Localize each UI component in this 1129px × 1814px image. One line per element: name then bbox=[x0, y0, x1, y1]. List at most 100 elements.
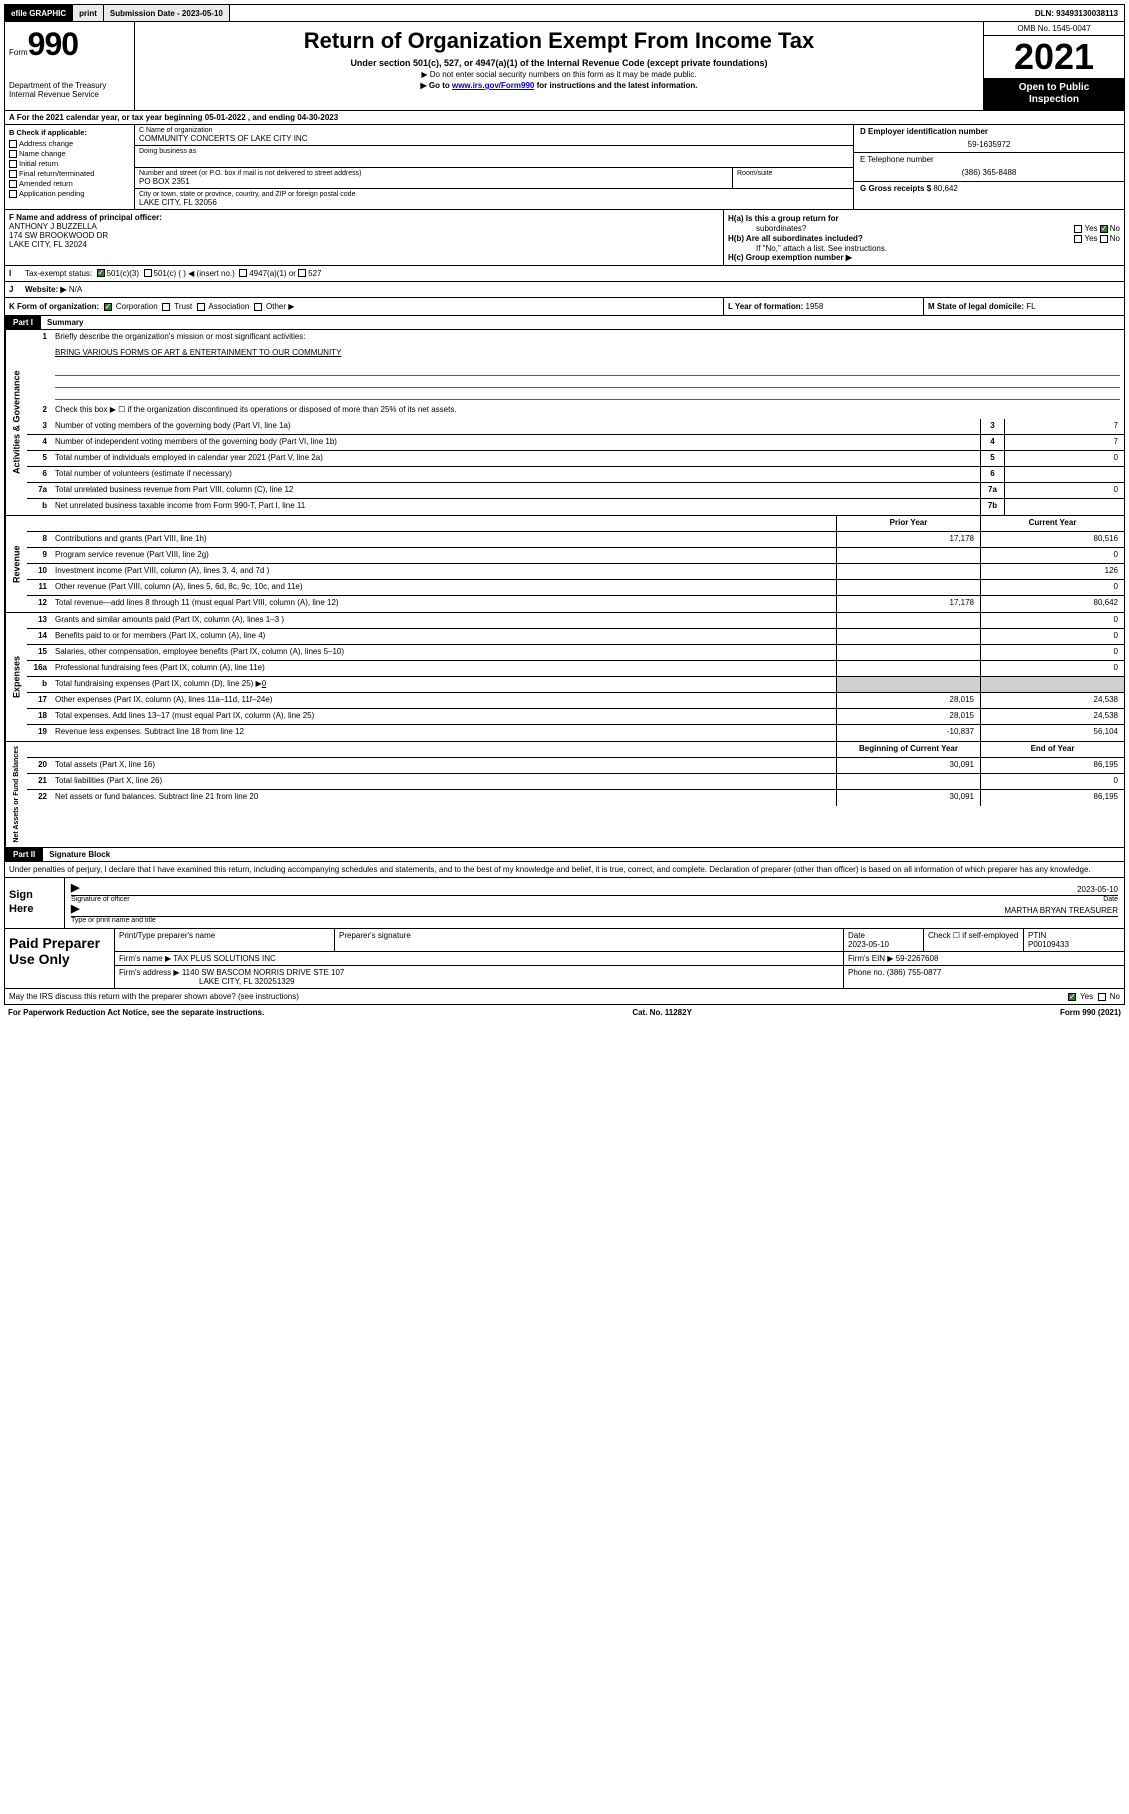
hdr-end: End of Year bbox=[980, 742, 1124, 757]
vtab-net-assets: Net Assets or Fund Balances bbox=[5, 742, 27, 847]
note-ssn: ▶ Do not enter social security numbers o… bbox=[143, 70, 975, 79]
col-m-state: M State of legal domicile: FL bbox=[924, 298, 1124, 315]
chk-527[interactable] bbox=[298, 269, 306, 277]
print-label: print bbox=[79, 9, 97, 18]
vtab-expenses: Expenses bbox=[5, 613, 27, 741]
col-l-year: L Year of formation: 1958 bbox=[724, 298, 924, 315]
line7b-value bbox=[1004, 499, 1124, 515]
vtab-ag: Activities & Governance bbox=[5, 330, 27, 515]
phone-cell: E Telephone number (386) 365-8488 bbox=[854, 153, 1124, 181]
col-f-officer: F Name and address of principal officer:… bbox=[5, 210, 724, 265]
hdr-current-year: Current Year bbox=[980, 516, 1124, 531]
dba-label: Doing business as bbox=[139, 148, 849, 155]
col-h-group: H(a) Is this a group return for subordin… bbox=[724, 210, 1124, 265]
signature-perjury-text: Under penalties of perjury, I declare th… bbox=[4, 862, 1125, 878]
top-toolbar: efile GRAPHIC print Submission Date - 20… bbox=[4, 4, 1125, 22]
paid-preparer-block: Paid Preparer Use Only Print/Type prepar… bbox=[4, 929, 1125, 989]
irs-link[interactable]: www.irs.gov/Form990 bbox=[452, 81, 534, 90]
street-cell: Number and street (or P.O. box if mail i… bbox=[135, 168, 733, 189]
mission-text: BRING VARIOUS FORMS OF ART & ENTERTAINME… bbox=[51, 346, 1124, 362]
col-k-form-org: K Form of organization: Corporation Trus… bbox=[5, 298, 724, 315]
line7a-value: 0 bbox=[1004, 483, 1124, 498]
chk-other[interactable] bbox=[254, 303, 262, 311]
row-i-tax-exempt: I Tax-exempt status: 501(c)(3) 501(c) ( … bbox=[4, 266, 1125, 282]
omb-number: OMB No. 1545-0047 bbox=[984, 22, 1124, 36]
row-f-h: F Name and address of principal officer:… bbox=[4, 210, 1125, 266]
col-b-header: B Check if applicable: bbox=[9, 128, 130, 137]
chk-trust[interactable] bbox=[162, 303, 170, 311]
chk-corporation[interactable] bbox=[104, 303, 112, 311]
sec-activities-governance: Activities & Governance 1Briefly describ… bbox=[4, 330, 1125, 516]
hdr-beginning: Beginning of Current Year bbox=[836, 742, 980, 757]
chk-amended-return[interactable]: Amended return bbox=[9, 179, 130, 188]
row-j-website: J Website: ▶ N/A bbox=[4, 282, 1125, 298]
efile-label: efile GRAPHIC bbox=[11, 9, 66, 18]
sec-revenue: Revenue Prior YearCurrent Year 8Contribu… bbox=[4, 516, 1125, 613]
chk-association[interactable] bbox=[197, 303, 205, 311]
form-word: Form bbox=[9, 48, 28, 57]
chk-501c[interactable] bbox=[144, 269, 152, 277]
sign-here-block: Sign Here ▶2023-05-10 Signature of offic… bbox=[4, 878, 1125, 929]
vtab-revenue: Revenue bbox=[5, 516, 27, 612]
open-public-badge: Open to PublicInspection bbox=[984, 78, 1124, 110]
form-title: Return of Organization Exempt From Incom… bbox=[143, 28, 975, 54]
col-de: D Employer identification number 59-1635… bbox=[854, 125, 1124, 209]
tax-year: 2021 bbox=[984, 36, 1124, 78]
line4-value: 7 bbox=[1004, 435, 1124, 450]
row-klm: K Form of organization: Corporation Trus… bbox=[4, 298, 1125, 316]
chk-discuss-yes[interactable] bbox=[1068, 993, 1076, 1001]
form-number: 990 bbox=[28, 26, 78, 62]
sec-expenses: Expenses 13Grants and similar amounts pa… bbox=[4, 613, 1125, 742]
org-name-value: COMMUNITY CONCERTS OF LAKE CITY INC bbox=[139, 134, 849, 143]
officer-sig-line[interactable]: ▶2023-05-10 bbox=[71, 882, 1118, 896]
part2-header: Part II Signature Block bbox=[4, 848, 1125, 862]
gross-receipts-cell: G Gross receipts $ 80,642 bbox=[854, 182, 1124, 209]
paid-preparer-label: Paid Preparer Use Only bbox=[5, 929, 115, 988]
paperwork-notice: For Paperwork Reduction Act Notice, see … bbox=[8, 1008, 264, 1017]
chk-name-change[interactable]: Name change bbox=[9, 149, 130, 158]
ein-cell: D Employer identification number 59-1635… bbox=[854, 125, 1124, 153]
discuss-row: May the IRS discuss this return with the… bbox=[4, 989, 1125, 1005]
org-name-label: C Name of organization bbox=[139, 127, 849, 134]
line3-value: 7 bbox=[1004, 419, 1124, 434]
col-c-org: C Name of organization COMMUNITY CONCERT… bbox=[135, 125, 854, 209]
irs-label: Internal Revenue Service bbox=[9, 90, 130, 99]
row-a-taxyear: A For the 2021 calendar year, or tax yea… bbox=[4, 111, 1125, 125]
entity-grid: B Check if applicable: Address change Na… bbox=[4, 125, 1125, 210]
efile-button[interactable]: efile GRAPHIC bbox=[5, 5, 73, 21]
header-mid: Return of Organization Exempt From Incom… bbox=[135, 22, 984, 110]
room-cell: Room/suite bbox=[733, 168, 853, 189]
ag-body: 1Briefly describe the organization's mis… bbox=[27, 330, 1124, 515]
line1-label: Briefly describe the organization's miss… bbox=[51, 330, 1124, 346]
part1-header: Part I Summary bbox=[4, 316, 1125, 330]
chk-final-return[interactable]: Final return/terminated bbox=[9, 169, 130, 178]
chk-discuss-no[interactable] bbox=[1098, 993, 1106, 1001]
chk-501c3[interactable] bbox=[97, 269, 105, 277]
chk-address-change[interactable]: Address change bbox=[9, 139, 130, 148]
chk-4947a1[interactable] bbox=[239, 269, 247, 277]
note-link: ▶ Go to www.irs.gov/Form990 for instruct… bbox=[143, 81, 975, 90]
chk-application-pending[interactable]: Application pending bbox=[9, 189, 130, 198]
form-version: Form 990 (2021) bbox=[1060, 1008, 1121, 1017]
print-button[interactable]: print bbox=[73, 5, 104, 21]
dln: DLN: 93493130038113 bbox=[1029, 5, 1124, 21]
sec-net-assets: Net Assets or Fund Balances Beginning of… bbox=[4, 742, 1125, 848]
hdr-prior-year: Prior Year bbox=[836, 516, 980, 531]
header-right: OMB No. 1545-0047 2021 Open to PublicIns… bbox=[984, 22, 1124, 110]
org-name-cell: C Name of organization COMMUNITY CONCERT… bbox=[135, 125, 853, 146]
addr-row: Number and street (or P.O. box if mail i… bbox=[135, 168, 853, 189]
form-990-page: efile GRAPHIC print Submission Date - 20… bbox=[0, 0, 1129, 1024]
form-header: Form990 Department of the Treasury Inter… bbox=[4, 22, 1125, 111]
line6-value bbox=[1004, 467, 1124, 482]
footer-final: For Paperwork Reduction Act Notice, see … bbox=[4, 1005, 1125, 1020]
dept-label: Department of the Treasury bbox=[9, 81, 130, 90]
city-cell: City or town, state or province, country… bbox=[135, 189, 853, 209]
sign-here-label: Sign Here bbox=[5, 878, 65, 928]
submission-date: Submission Date - 2023-05-10 bbox=[104, 5, 230, 21]
officer-name-line: ▶MARTHA BRYAN TREASURER bbox=[71, 903, 1118, 917]
subtitle: Under section 501(c), 527, or 4947(a)(1)… bbox=[143, 58, 975, 68]
header-left: Form990 Department of the Treasury Inter… bbox=[5, 22, 135, 110]
dba-cell: Doing business as bbox=[135, 146, 853, 168]
line2: Check this box ▶ ☐ if the organization d… bbox=[51, 403, 1124, 419]
chk-initial-return[interactable]: Initial return bbox=[9, 159, 130, 168]
